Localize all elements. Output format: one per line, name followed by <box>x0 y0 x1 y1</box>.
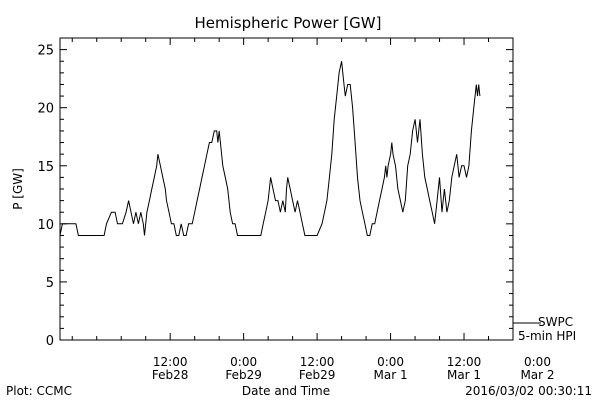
y-axis: 0 5 10 15 20 25 <box>37 37 513 349</box>
x-tick-label-date: Feb29 <box>299 368 336 382</box>
x-tick-label-time: 12:00 <box>447 355 482 369</box>
y-axis-label: P [GW] <box>11 168 25 210</box>
x-axis-label: Date and Time <box>242 384 330 398</box>
y-tick-label: 15 <box>37 160 54 175</box>
y-tick-label: 0 <box>46 334 54 349</box>
x-tick-label-date: Mar 1 <box>447 368 481 382</box>
series-line-hemispheric-power <box>59 61 481 236</box>
x-tick-label-date: Mar 2 <box>520 368 554 382</box>
y-tick-label: 25 <box>37 44 54 59</box>
footer-timestamp: 2016/03/02 00:30:11 <box>465 384 592 398</box>
x-tick-label-time: 0:00 <box>377 355 404 369</box>
x-tick-label-date: Mar 1 <box>374 368 408 382</box>
x-tick-label-time: 12:00 <box>153 355 188 369</box>
x-tick-label-time: 0:00 <box>524 355 551 369</box>
y-tick-label: 20 <box>37 102 54 117</box>
legend-label-hpi: 5-min HPI <box>518 329 576 343</box>
y-tick-label: 5 <box>46 276 54 291</box>
chart-title: Hemispheric Power [GW] <box>195 14 382 32</box>
legend-label-swpc: SWPC <box>538 315 573 329</box>
x-tick-label-date: Feb28 <box>152 368 189 382</box>
y-tick-label: 10 <box>37 218 54 233</box>
x-tick-label-time: 12:00 <box>300 355 335 369</box>
x-tick-label-date: Feb29 <box>225 368 262 382</box>
x-tick-label-time: 0:00 <box>230 355 257 369</box>
legend: SWPC 5-min HPI <box>513 315 576 343</box>
footer-credit: Plot: CCMC <box>6 384 72 398</box>
